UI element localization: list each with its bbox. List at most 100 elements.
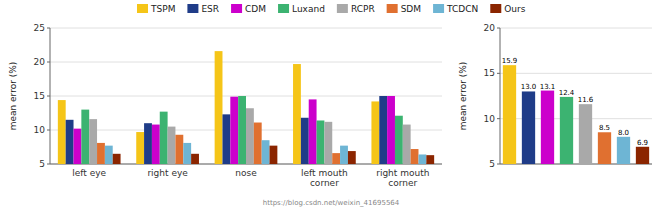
bar bbox=[379, 96, 387, 164]
data-label: 11.6 bbox=[578, 96, 594, 104]
bar bbox=[238, 96, 246, 164]
bar bbox=[270, 146, 278, 164]
bar bbox=[503, 65, 516, 164]
tick-label: nose bbox=[235, 168, 257, 178]
bar bbox=[183, 143, 191, 164]
bar bbox=[105, 146, 113, 164]
bar bbox=[598, 132, 611, 164]
bar bbox=[317, 120, 325, 164]
legend-item: SDM bbox=[387, 4, 421, 14]
legend-swatch bbox=[433, 4, 444, 13]
bar bbox=[81, 110, 89, 164]
data-label: 6.9 bbox=[637, 139, 648, 147]
bar bbox=[152, 125, 160, 164]
bar bbox=[144, 123, 152, 164]
bar bbox=[215, 51, 223, 164]
data-label: 8.5 bbox=[599, 124, 610, 132]
bar bbox=[418, 154, 426, 164]
legend-item: TSPM bbox=[137, 4, 175, 14]
bar bbox=[309, 99, 317, 164]
tick-label: left mouthcorner bbox=[301, 168, 348, 188]
annotation: https://blog.csdn.net/weixin_41695564 bbox=[263, 199, 400, 207]
tick-label-line: right mouth bbox=[376, 168, 429, 178]
bar bbox=[636, 147, 649, 164]
tick-label-line: left mouth bbox=[301, 168, 348, 178]
bar bbox=[74, 129, 82, 164]
bars bbox=[58, 51, 434, 164]
tick-label: left eye bbox=[72, 168, 106, 178]
bar bbox=[560, 97, 573, 164]
bar bbox=[230, 97, 238, 164]
bar bbox=[579, 104, 592, 164]
legend-label: ESR bbox=[201, 4, 219, 14]
bar bbox=[371, 101, 379, 164]
bars bbox=[503, 65, 649, 164]
bar bbox=[324, 122, 332, 164]
tick-label-line: right eye bbox=[147, 168, 188, 178]
tick-label-line: corner bbox=[388, 178, 417, 188]
bar bbox=[191, 154, 199, 164]
grid-line bbox=[50, 62, 442, 63]
tick-label-line: corner bbox=[310, 178, 339, 188]
axis-line bbox=[500, 28, 501, 164]
legend-swatch bbox=[137, 4, 148, 13]
bar bbox=[332, 153, 340, 164]
y-axis-label: mean error (%) bbox=[8, 62, 18, 131]
legend-label: Ours bbox=[504, 4, 525, 14]
tick-label-line: left eye bbox=[72, 168, 106, 178]
bar bbox=[301, 118, 309, 164]
bar bbox=[522, 91, 535, 164]
legend-item: Luxand bbox=[278, 4, 325, 14]
legend-item: RCPR bbox=[337, 4, 375, 14]
bar bbox=[387, 96, 395, 164]
legend-swatch bbox=[278, 4, 289, 13]
legend-item: CDM bbox=[231, 4, 266, 14]
tick-label: 15 bbox=[34, 91, 45, 101]
legend-item: Ours bbox=[490, 4, 525, 14]
bar bbox=[97, 143, 105, 164]
grid-line bbox=[50, 28, 442, 29]
bar bbox=[246, 108, 254, 164]
bar bbox=[403, 125, 411, 164]
bar bbox=[136, 132, 144, 164]
legend-swatch bbox=[231, 4, 242, 13]
legend: TSPM ESR CDM Luxand RCPR SDM TCDCN Ours bbox=[137, 4, 526, 14]
tick-label: 20 bbox=[34, 57, 46, 67]
legend-swatch bbox=[187, 4, 198, 13]
bar bbox=[66, 120, 74, 164]
bar bbox=[113, 154, 121, 164]
chart: 510152025mean error (%)left eyeright eye… bbox=[0, 0, 662, 209]
legend-item: TCDCN bbox=[433, 4, 478, 14]
bar bbox=[541, 91, 554, 164]
data-label: 13.1 bbox=[540, 83, 556, 91]
data-labels: 15.913.013.112.411.68.58.06.9 bbox=[502, 57, 648, 147]
bar bbox=[160, 112, 168, 164]
y-axis-label: mean error (%) bbox=[458, 62, 468, 131]
legend-label: Luxand bbox=[292, 4, 325, 14]
y-axis: 510152025 bbox=[34, 23, 442, 169]
tick-label: 5 bbox=[489, 159, 495, 169]
bar bbox=[348, 151, 356, 164]
tick-label: 20 bbox=[484, 23, 496, 33]
bar bbox=[262, 140, 270, 164]
tick-label: 15 bbox=[484, 68, 495, 78]
x-axis: left eyeright eyenoseleft mouthcornerrig… bbox=[72, 168, 429, 188]
legend-item: ESR bbox=[187, 4, 219, 14]
data-label: 13.0 bbox=[521, 83, 537, 91]
legend-swatch bbox=[387, 4, 398, 13]
tick-label-line: nose bbox=[235, 168, 257, 178]
bar bbox=[222, 114, 230, 164]
data-label: 15.9 bbox=[502, 57, 518, 65]
bar bbox=[254, 123, 262, 164]
tick-label: right mouthcorner bbox=[376, 168, 429, 188]
bar bbox=[340, 146, 348, 164]
legend-swatch bbox=[490, 4, 501, 13]
bar bbox=[617, 137, 630, 164]
axis-line bbox=[50, 28, 51, 164]
legend-label: SDM bbox=[401, 4, 421, 14]
data-label: 8.0 bbox=[618, 129, 629, 137]
grid-line bbox=[500, 28, 652, 29]
tick-label: 5 bbox=[39, 159, 45, 169]
bar bbox=[168, 127, 176, 164]
y-axis: 5101520 bbox=[484, 23, 652, 169]
